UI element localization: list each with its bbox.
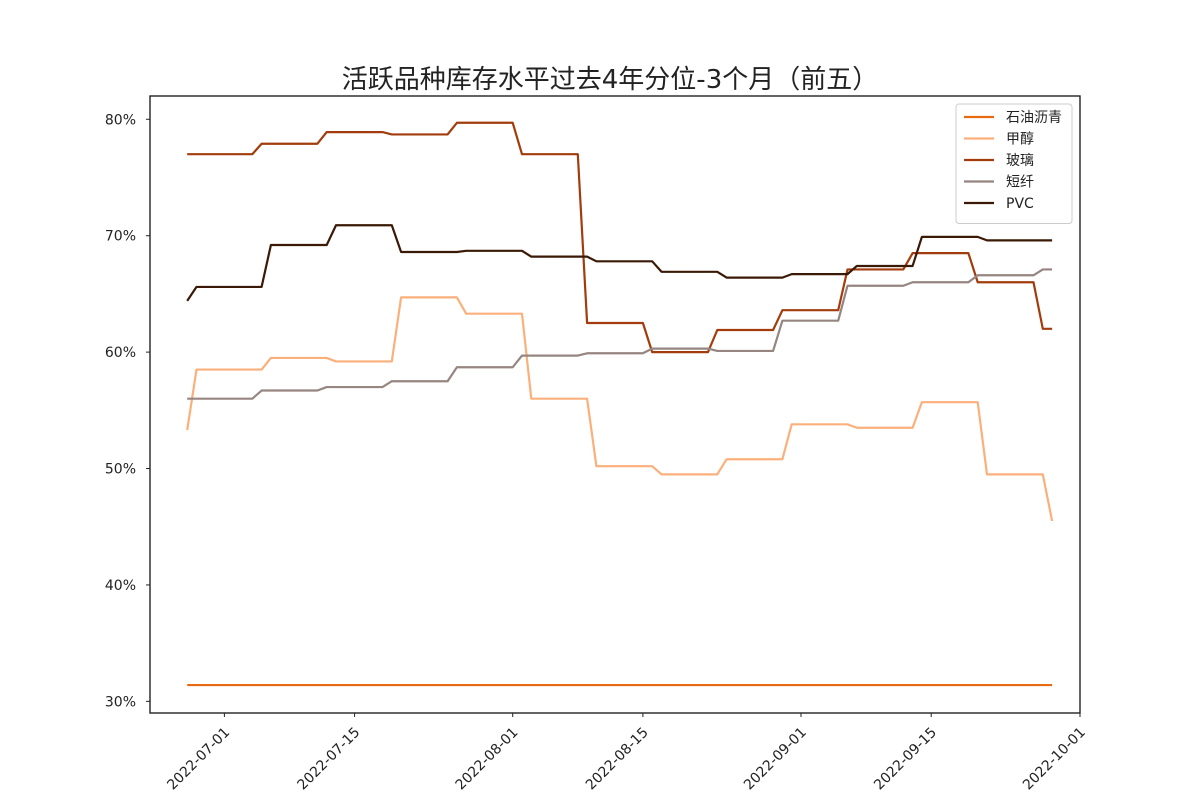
series-line-2 xyxy=(187,121,1053,354)
y-tick-label-2: 50% xyxy=(105,462,136,478)
legend-label-1: 甲醇 xyxy=(1006,131,1034,148)
y-tick-label-4: 70% xyxy=(105,229,136,245)
chart-title: 活跃品种库存水平过去4年分位-3个月（前五） xyxy=(342,65,878,95)
x-tick-label-3: 2022-08-15 xyxy=(583,725,652,794)
y-tick-label-0: 30% xyxy=(105,694,136,710)
y-tick-label-5: 80% xyxy=(105,112,136,128)
x-tick-label-2: 2022-08-01 xyxy=(453,725,522,794)
y-tick-label-1: 40% xyxy=(105,578,136,594)
legend-label-4: PVC xyxy=(1006,196,1034,212)
legend-box xyxy=(955,103,1073,224)
legend-label-0: 石油沥青 xyxy=(1006,110,1062,126)
x-tick-label-1: 2022-07-15 xyxy=(295,725,364,794)
x-tick-label-6: 2022-10-01 xyxy=(1020,725,1089,794)
series-line-3 xyxy=(187,268,1053,400)
legend-label-2: 玻璃 xyxy=(1006,152,1034,169)
x-axis: 2022-07-01 2022-07-15 2022-08-01 2022-08-15… xyxy=(164,713,1089,794)
series-line-1 xyxy=(186,296,1054,522)
y-tick-label-3: 60% xyxy=(105,345,136,361)
x-tick-label-5: 2022-09-15 xyxy=(871,725,940,794)
plot-frame xyxy=(149,95,1081,714)
x-tick-label-4: 2022-09-01 xyxy=(741,725,810,794)
legend-label-3: 短纤 xyxy=(1006,175,1034,191)
x-tick-label-0: 2022-07-01 xyxy=(164,725,233,794)
series-layer xyxy=(186,121,1054,687)
series-line-4 xyxy=(186,224,1053,302)
y-axis: 30% 40% 50% 60% 70% 80% xyxy=(105,112,150,710)
